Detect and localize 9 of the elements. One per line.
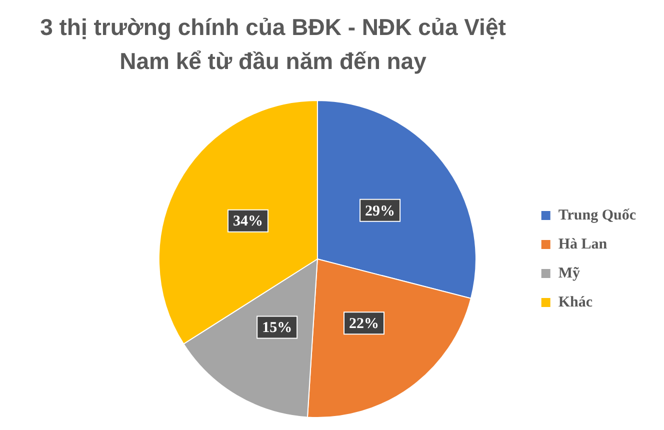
legend-label: Trung Quốc: [558, 207, 636, 224]
legend-label: Khác: [558, 294, 593, 310]
data-label: 34%: [232, 214, 263, 230]
data-label: 15%: [262, 320, 292, 336]
data-label: 29%: [365, 203, 396, 220]
legend-label: Mỹ: [558, 265, 581, 282]
chart-title: 3 thị trường chính của BĐK - NĐK của Việt Nam kể từ đầu năm đến nay: [39, 13, 507, 76]
legend-label: Hà Lan: [558, 236, 608, 252]
data-label: 22%: [349, 316, 380, 332]
